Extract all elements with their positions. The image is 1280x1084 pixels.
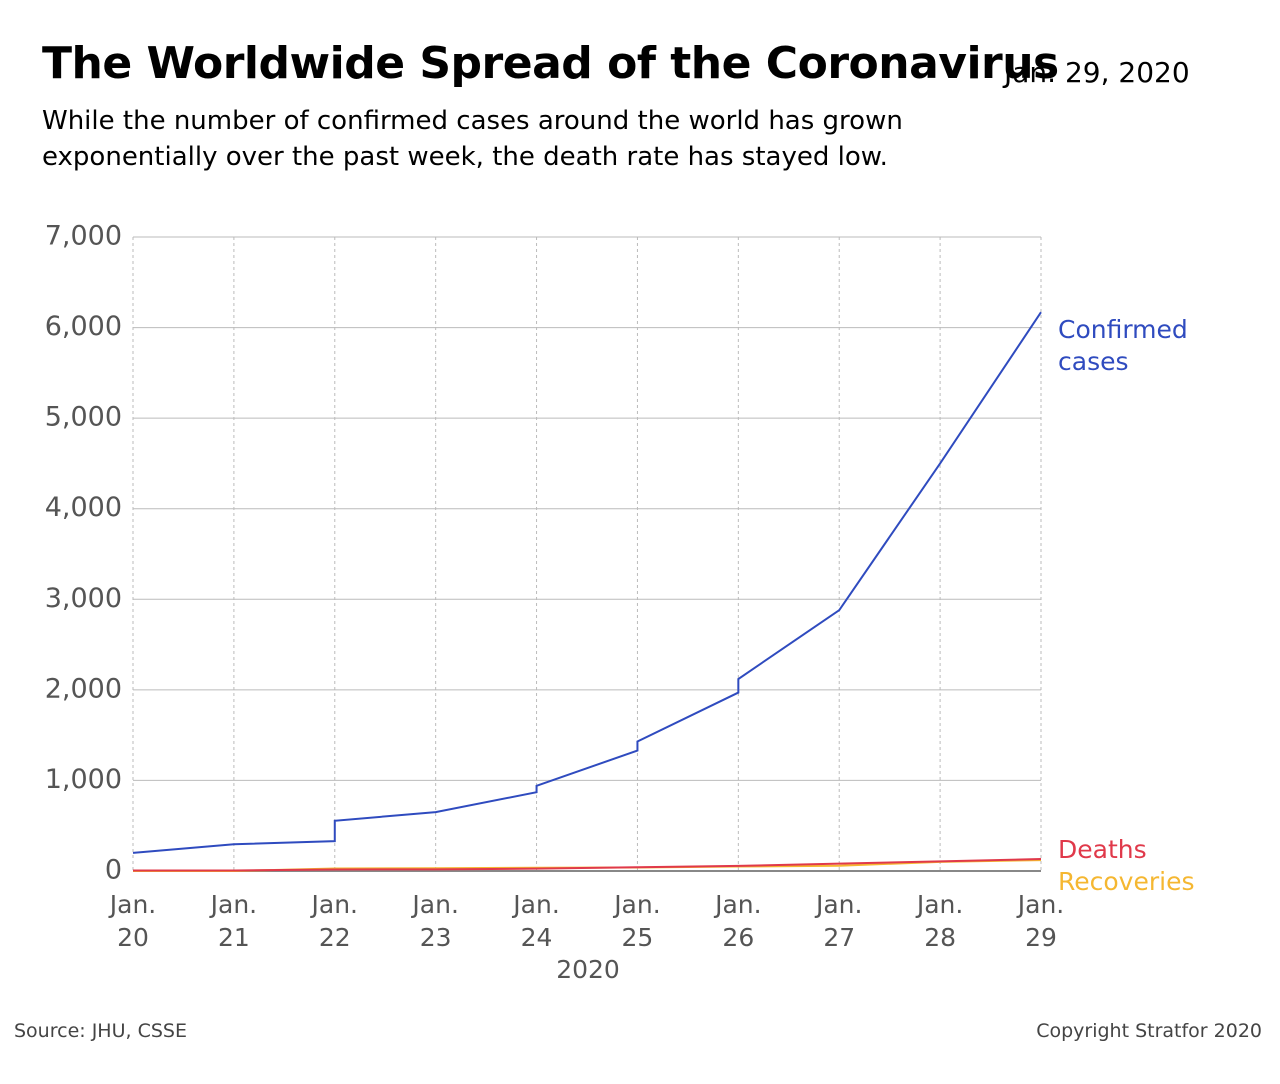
x-tick-label: Jan. 20 <box>109 890 157 952</box>
series-label: Deaths <box>1058 835 1147 865</box>
x-tick-label: Jan. 23 <box>412 890 459 952</box>
x-tick-label: Jan. 27 <box>815 890 863 952</box>
series-line <box>132 311 1042 854</box>
y-tick-label: 3,000 <box>45 583 122 614</box>
series-label: Confirmed cases <box>1058 315 1188 377</box>
chart-subtitle: While the number of confirmed cases arou… <box>42 106 903 172</box>
source: Source: JHU, CSSE <box>14 1020 187 1042</box>
x-axis-label: 2020 <box>556 955 620 984</box>
copyright: Copyright Stratfor 2020 <box>1036 1020 1262 1042</box>
x-tick-label: Jan. 26 <box>715 890 762 952</box>
chart-title: The Worldwide Spread of the Coronavirus <box>42 38 1059 89</box>
chart-date: Jan. 29, 2020 <box>1004 56 1190 89</box>
y-tick-label: 2,000 <box>45 673 122 704</box>
x-tick-label: Jan. 29 <box>1017 890 1065 952</box>
y-tick-label: 0 <box>105 855 122 886</box>
y-tick-label: 7,000 <box>45 221 122 252</box>
y-tick-label: 5,000 <box>45 402 122 433</box>
y-tick-label: 1,000 <box>45 764 122 795</box>
x-tick-label: Jan. 25 <box>614 890 661 952</box>
y-tick-label: 6,000 <box>45 311 122 342</box>
series-label: Recoveries <box>1058 867 1195 897</box>
series-line <box>133 858 1042 872</box>
x-tick-label: Jan. 24 <box>513 890 560 952</box>
x-tick-label: Jan. 22 <box>311 890 358 952</box>
y-tick-label: 4,000 <box>45 492 122 523</box>
x-tick-label: Jan. 21 <box>210 890 258 952</box>
x-tick-label: Jan. 28 <box>916 890 964 952</box>
